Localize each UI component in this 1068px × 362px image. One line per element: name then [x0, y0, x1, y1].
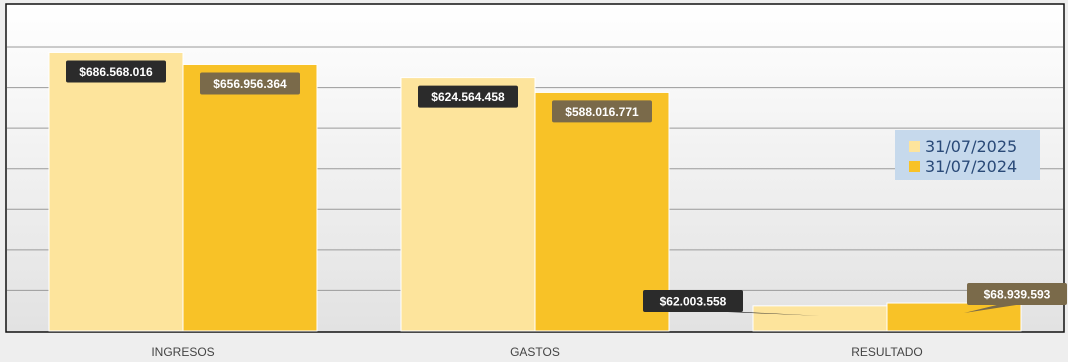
legend-swatch-31-07-2024: [909, 161, 920, 172]
data-label: $686.568.016: [79, 65, 153, 79]
category-axis: INGRESOS GASTOS RESULTADO: [151, 345, 922, 359]
data-label-box: [66, 60, 166, 83]
legend-entry-31-07-2024: 31/07/2024: [925, 157, 1017, 176]
data-label-box: [418, 85, 518, 108]
bar-ingresos-31-07-2025: [48, 51, 184, 332]
data-label: $62.003.558: [660, 295, 727, 309]
data-label-box: [552, 100, 652, 123]
data-label: $624.564.458: [431, 90, 505, 104]
data-label-pointer: [964, 303, 1029, 314]
bar-ingresos-31-07-2024: [182, 63, 318, 332]
legend-swatch-31-07-2025: [909, 141, 920, 152]
bar-resultado-31-07-2025: [752, 305, 888, 332]
category-label-ingresos: INGRESOS: [151, 345, 214, 359]
data-labels: $686.568.016 $656.956.364 $624.564.458 $588…: [66, 60, 1067, 316]
bars: [48, 51, 1022, 332]
bar-gastos-31-07-2025: [400, 77, 536, 332]
data-label-box: [967, 283, 1067, 305]
category-label-gastos: GASTOS: [510, 345, 560, 359]
category-label-resultado: RESULTADO: [851, 345, 923, 359]
legend-entry-31-07-2025: 31/07/2025: [925, 137, 1017, 156]
data-label-box: [643, 290, 743, 312]
data-label-box: [200, 72, 300, 95]
data-label: $588.016.771: [565, 105, 639, 119]
data-label: $68.939.593: [984, 288, 1051, 302]
data-label: $656.956.364: [213, 77, 287, 91]
bar-resultado-31-07-2024: [886, 302, 1022, 332]
